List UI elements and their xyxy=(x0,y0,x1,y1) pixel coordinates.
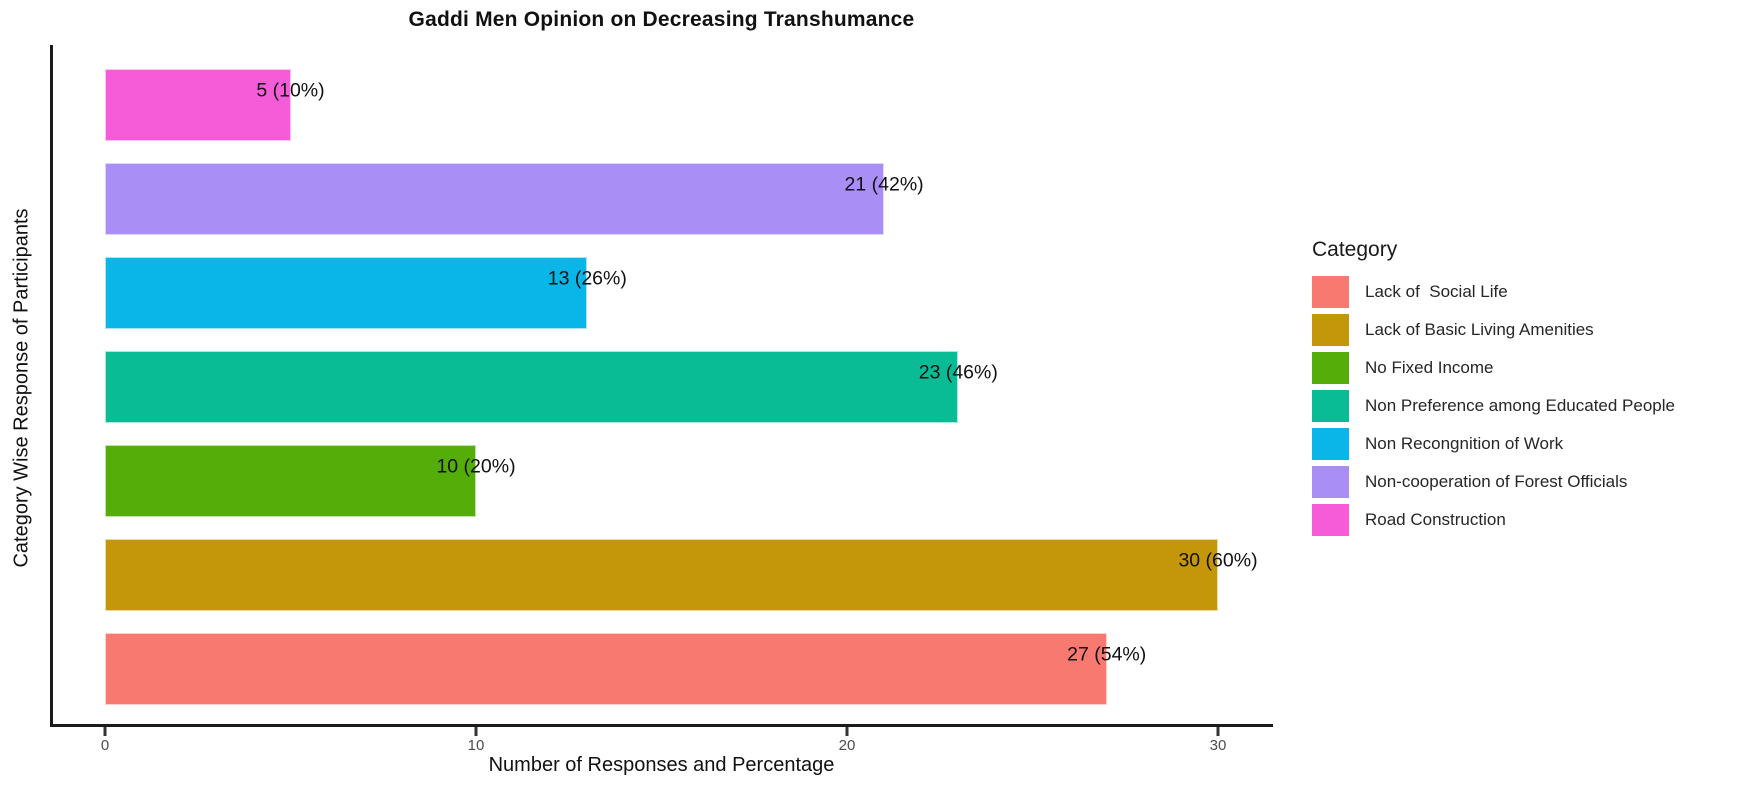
bar-row-non-cooperation-of-forest-officials: 21 (42%) xyxy=(105,163,1273,235)
legend-item-road-construction: Road Construction xyxy=(1312,504,1675,536)
legend-item-label: Lack of Basic Living Amenities xyxy=(1365,320,1594,339)
legend-item-lack-of-basic-living-amenities: Lack of Basic Living Amenities xyxy=(1312,314,1675,346)
legend-swatch xyxy=(1312,276,1349,308)
legend-item-label: No Fixed Income xyxy=(1365,358,1494,377)
legend-item-non-cooperation-of-forest-officials: Non-cooperation of Forest Officials xyxy=(1312,466,1675,498)
legend-item-label: Road Construction xyxy=(1365,510,1506,529)
plot-panel: 5 (10%) 21 (42%) 13 (26%) 23 (46%) 10 (20%) 3… xyxy=(50,45,1273,727)
legend-item-no-fixed-income: No Fixed Income xyxy=(1312,352,1675,384)
x-axis-tick xyxy=(845,727,849,736)
legend-title: Category xyxy=(1312,238,1398,261)
x-axis-tick-label: 30 xyxy=(1209,737,1227,754)
bar-row-no-fixed-income: 10 (20%) xyxy=(105,445,1273,517)
bar-lack-of-basic-living-amenities xyxy=(105,539,1218,611)
bar-value-label: 13 (26%) xyxy=(547,267,627,290)
bar-lack-of-social-life xyxy=(105,633,1107,705)
y-axis-title: Category Wise Response of Participants xyxy=(10,208,33,568)
bar-road-construction xyxy=(105,69,291,141)
legend-swatch xyxy=(1312,352,1349,384)
bar-row-lack-of-social-life: 27 (54%) xyxy=(105,633,1273,705)
bar-value-label: 5 (10%) xyxy=(256,79,325,102)
bar-row-non-preference-among-educated-people: 23 (46%) xyxy=(105,351,1273,423)
legend-item-non-preference-among-educated-people: Non Preference among Educated People xyxy=(1312,390,1675,422)
legend-item-lack-of-social-life: Lack of Social Life xyxy=(1312,276,1675,308)
x-axis-tick xyxy=(474,727,478,736)
bar-non-preference-among-educated-people xyxy=(105,351,959,423)
bar-value-label: 10 (20%) xyxy=(436,455,516,478)
x-axis-title: Number of Responses and Percentage xyxy=(488,754,835,776)
legend-items: Lack of Social Life Lack of Basic Living … xyxy=(1312,276,1675,536)
bar-non-recongnition-of-work xyxy=(105,257,588,329)
legend-swatch xyxy=(1312,314,1349,346)
bar-row-non-recongnition-of-work: 13 (26%) xyxy=(105,257,1273,329)
legend-item-label: Lack of Social Life xyxy=(1365,282,1508,301)
legend-swatch xyxy=(1312,390,1349,422)
bar-value-label: 27 (54%) xyxy=(1067,643,1147,666)
legend-item-non-recongnition-of-work: Non Recongnition of Work xyxy=(1312,428,1675,460)
legend-swatch xyxy=(1312,466,1349,498)
legend-item-label: Non Preference among Educated People xyxy=(1365,396,1675,415)
x-axis-tick xyxy=(1216,727,1220,736)
chart-title: Gaddi Men Opinion on Decreasing Transhum… xyxy=(408,8,915,31)
legend-swatch xyxy=(1312,504,1349,536)
legend-item-label: Non-cooperation of Forest Officials xyxy=(1365,472,1628,491)
bar-row-lack-of-basic-living-amenities: 30 (60%) xyxy=(105,539,1273,611)
bar-non-cooperation-of-forest-officials xyxy=(105,163,885,235)
x-axis-tick xyxy=(103,727,107,736)
legend-swatch xyxy=(1312,428,1349,460)
bar-no-fixed-income xyxy=(105,445,476,517)
bar-value-label: 23 (46%) xyxy=(918,361,998,384)
legend: Category Lack of Social Life Lack of Basi… xyxy=(1312,238,1675,536)
x-axis-tick-label: 20 xyxy=(838,737,856,754)
bar-value-label: 21 (42%) xyxy=(844,173,924,196)
x-axis-tick-label: 0 xyxy=(100,737,110,754)
x-axis-tick-label: 10 xyxy=(467,737,485,754)
bar-row-road-construction: 5 (10%) xyxy=(105,69,1273,141)
legend-item-label: Non Recongnition of Work xyxy=(1365,434,1564,453)
bar-value-label: 30 (60%) xyxy=(1178,549,1258,572)
